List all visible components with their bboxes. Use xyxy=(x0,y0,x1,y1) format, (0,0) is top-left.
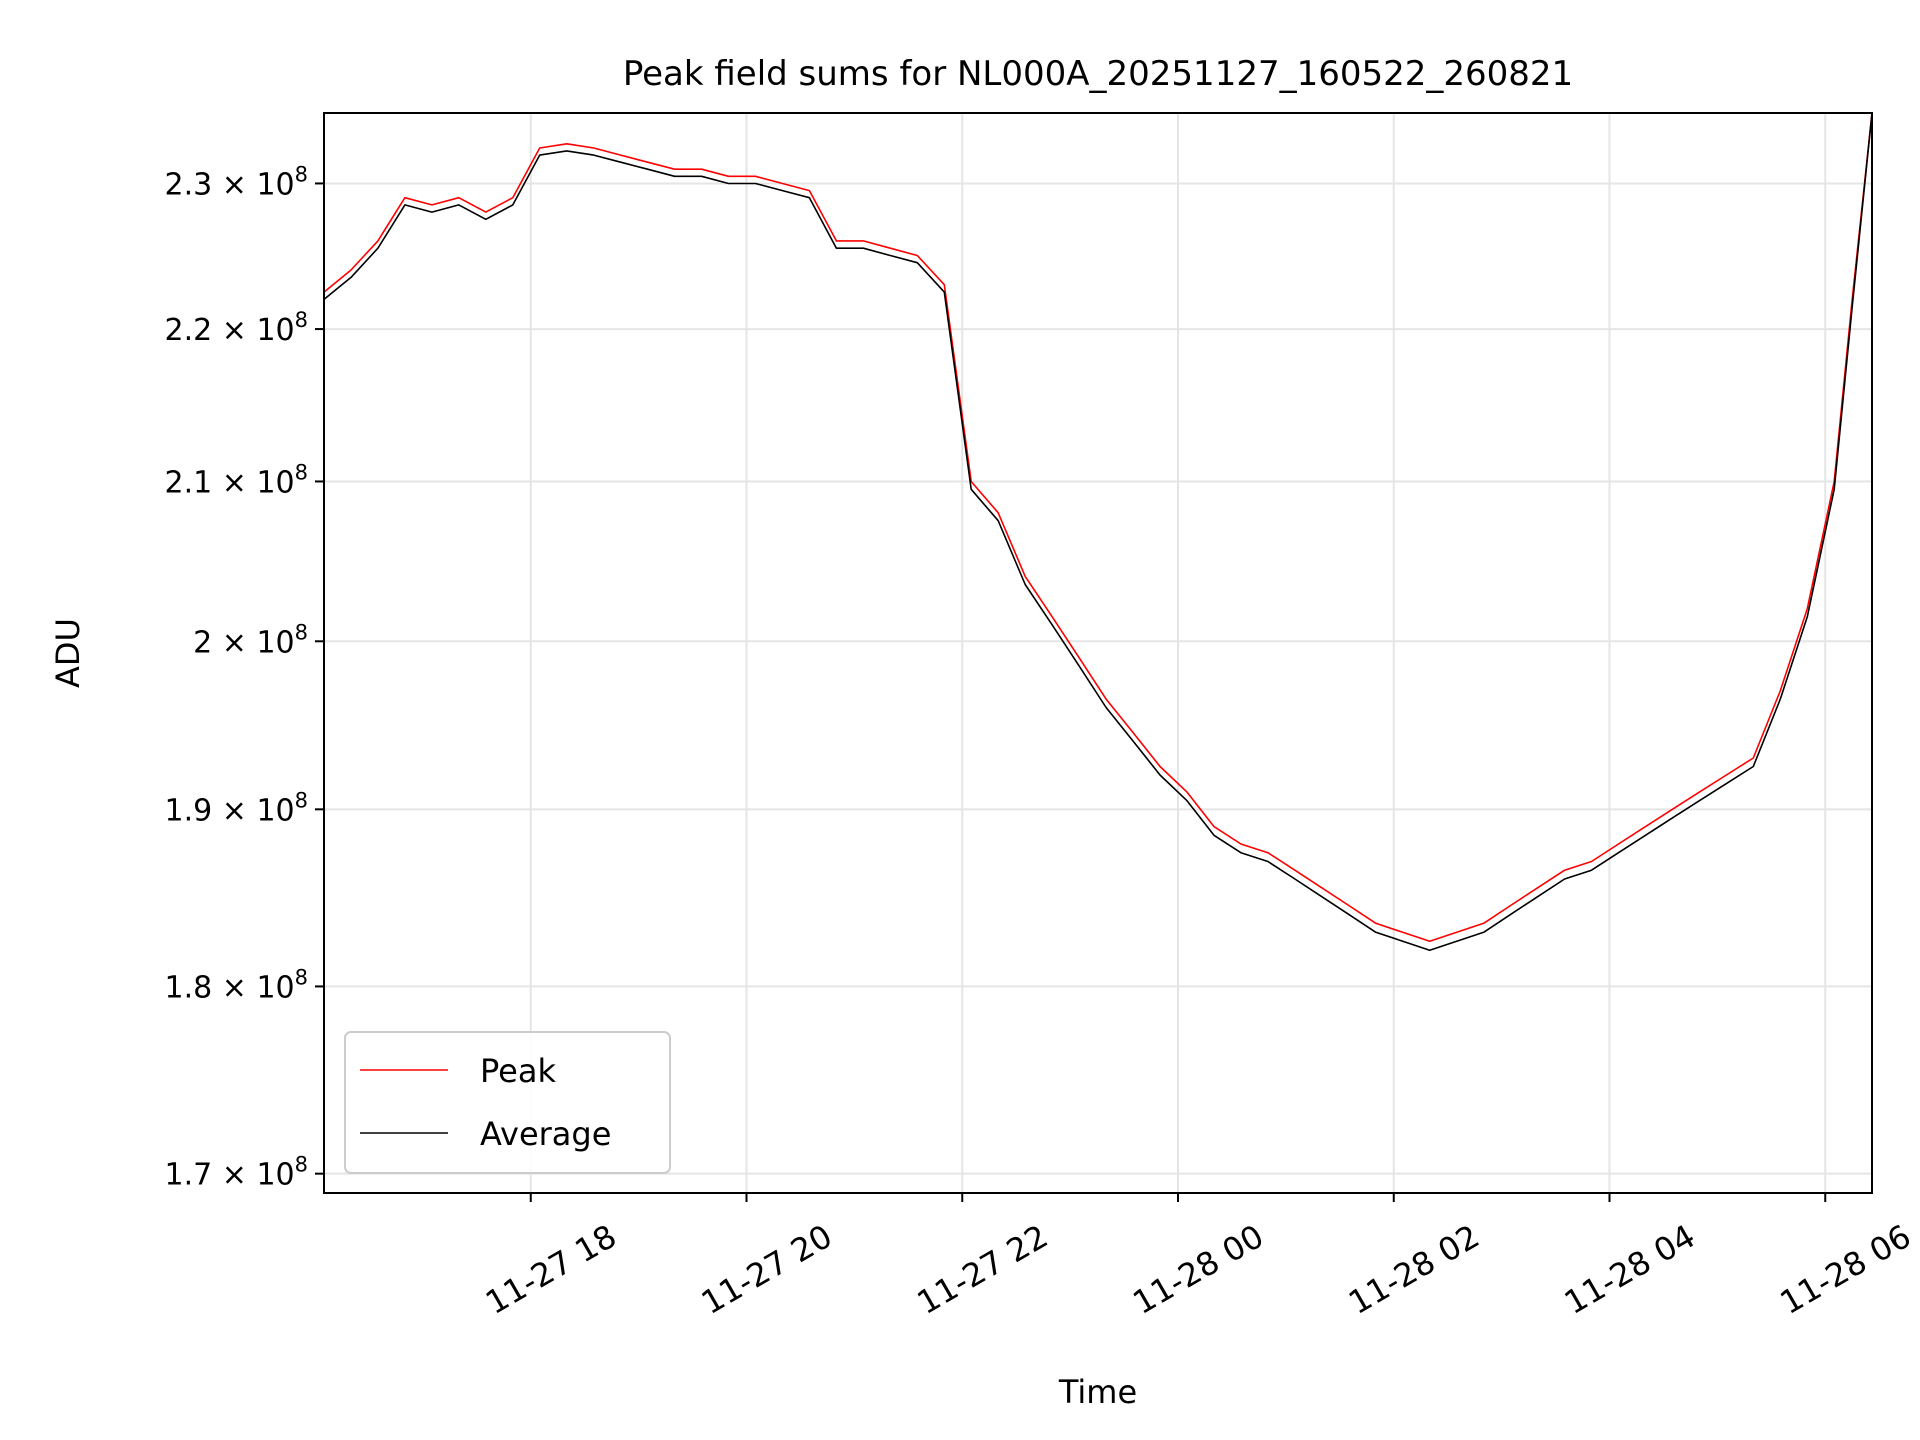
y-tick-label: 1.8 × 108 xyxy=(165,965,308,1005)
grid xyxy=(324,113,1872,1193)
y-tick-label: 1.7 × 108 xyxy=(165,1153,308,1193)
legend: Peak Average xyxy=(344,1031,671,1174)
legend-peak-label: Peak xyxy=(480,1052,556,1090)
x-axis-label: Time xyxy=(1058,1373,1137,1411)
series-line-peak xyxy=(323,112,1873,943)
y-tick-label: 2 × 108 xyxy=(193,620,308,660)
y-tick-label: 2.2 × 108 xyxy=(165,308,308,348)
chart-title: Peak field sums for NL000A_20251127_1605… xyxy=(623,54,1573,94)
y-axis-label: ADU xyxy=(49,618,87,688)
y-tick-label: 2.1 × 108 xyxy=(165,460,308,500)
legend-average-label: Average xyxy=(480,1115,611,1153)
y-tick-label: 1.9 × 108 xyxy=(165,788,308,828)
y-axis: 1.7 × 108 1.8 × 108 1.9 × 108 2 × 108 2.1 × … xyxy=(165,162,324,1193)
y-tick-label: 2.3 × 108 xyxy=(165,162,308,202)
legend-box xyxy=(344,1031,671,1174)
series-layer xyxy=(323,112,1873,952)
series-line-average xyxy=(323,112,1873,952)
plot-frame xyxy=(323,112,1873,1194)
